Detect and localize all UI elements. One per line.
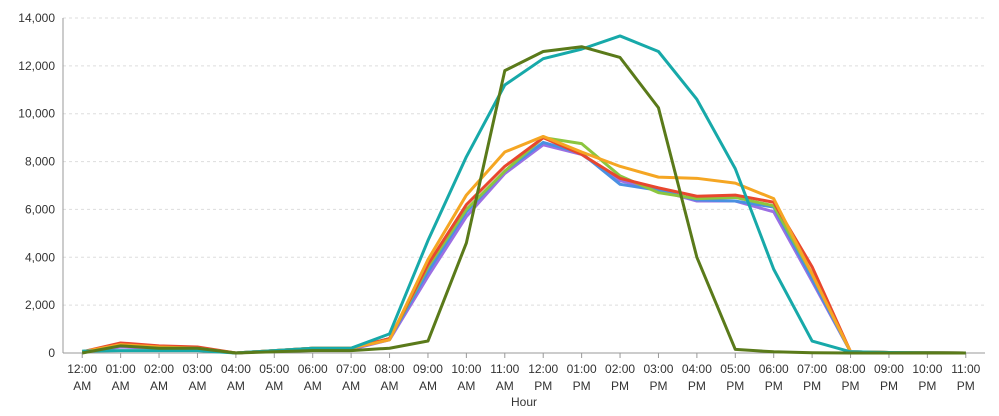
x-tick-label: 11:00 PM [951, 362, 980, 393]
x-tick-label: 05:00 PM [720, 362, 750, 393]
y-tick-label: 0 [48, 346, 55, 360]
x-tick-label: 03:00 AM [182, 362, 212, 393]
series-line [81, 45, 966, 355]
y-tick-label: 8,000 [25, 155, 55, 169]
x-tick-label: 06:00 PM [759, 362, 789, 393]
x-tick-label: 07:00 AM [336, 362, 366, 393]
x-tick-label: 10:00 AM [451, 362, 481, 393]
x-axis-title: Hour [511, 395, 537, 409]
y-tick-label: 10,000 [18, 107, 55, 121]
x-tick-label: 05:00 AM [259, 362, 289, 393]
x-tick-label: 11:00 AM [490, 362, 519, 393]
y-tick-label: 6,000 [25, 202, 55, 216]
x-tick-label: 01:00 PM [567, 362, 597, 393]
x-tick-label: 09:00 AM [413, 362, 443, 393]
x-tick-label: 07:00 PM [797, 362, 827, 393]
x-tick-label: 06:00 AM [298, 362, 328, 393]
x-tick-label: 08:00 AM [375, 362, 405, 393]
x-tick-label: 12:00 AM [67, 362, 97, 393]
x-tick-label: 01:00 AM [106, 362, 136, 393]
series-line [81, 140, 966, 355]
x-tick-label: 12:00 PM [528, 362, 558, 393]
y-tick-label: 12,000 [18, 59, 55, 73]
y-tick-label: 14,000 [18, 11, 55, 25]
x-tick-label: 08:00 PM [836, 362, 866, 393]
x-tick-label: 10:00 PM [912, 362, 942, 393]
x-tick-label: 03:00 PM [643, 362, 673, 393]
x-tick-label: 09:00 PM [874, 362, 904, 393]
x-tick-label: 02:00 PM [605, 362, 635, 393]
x-tick-label: 04:00 AM [221, 362, 251, 393]
y-tick-label: 4,000 [25, 250, 55, 264]
x-tick-label: 04:00 PM [682, 362, 712, 393]
x-tick-label: 02:00 AM [144, 362, 174, 393]
y-tick-label: 2,000 [25, 298, 55, 312]
